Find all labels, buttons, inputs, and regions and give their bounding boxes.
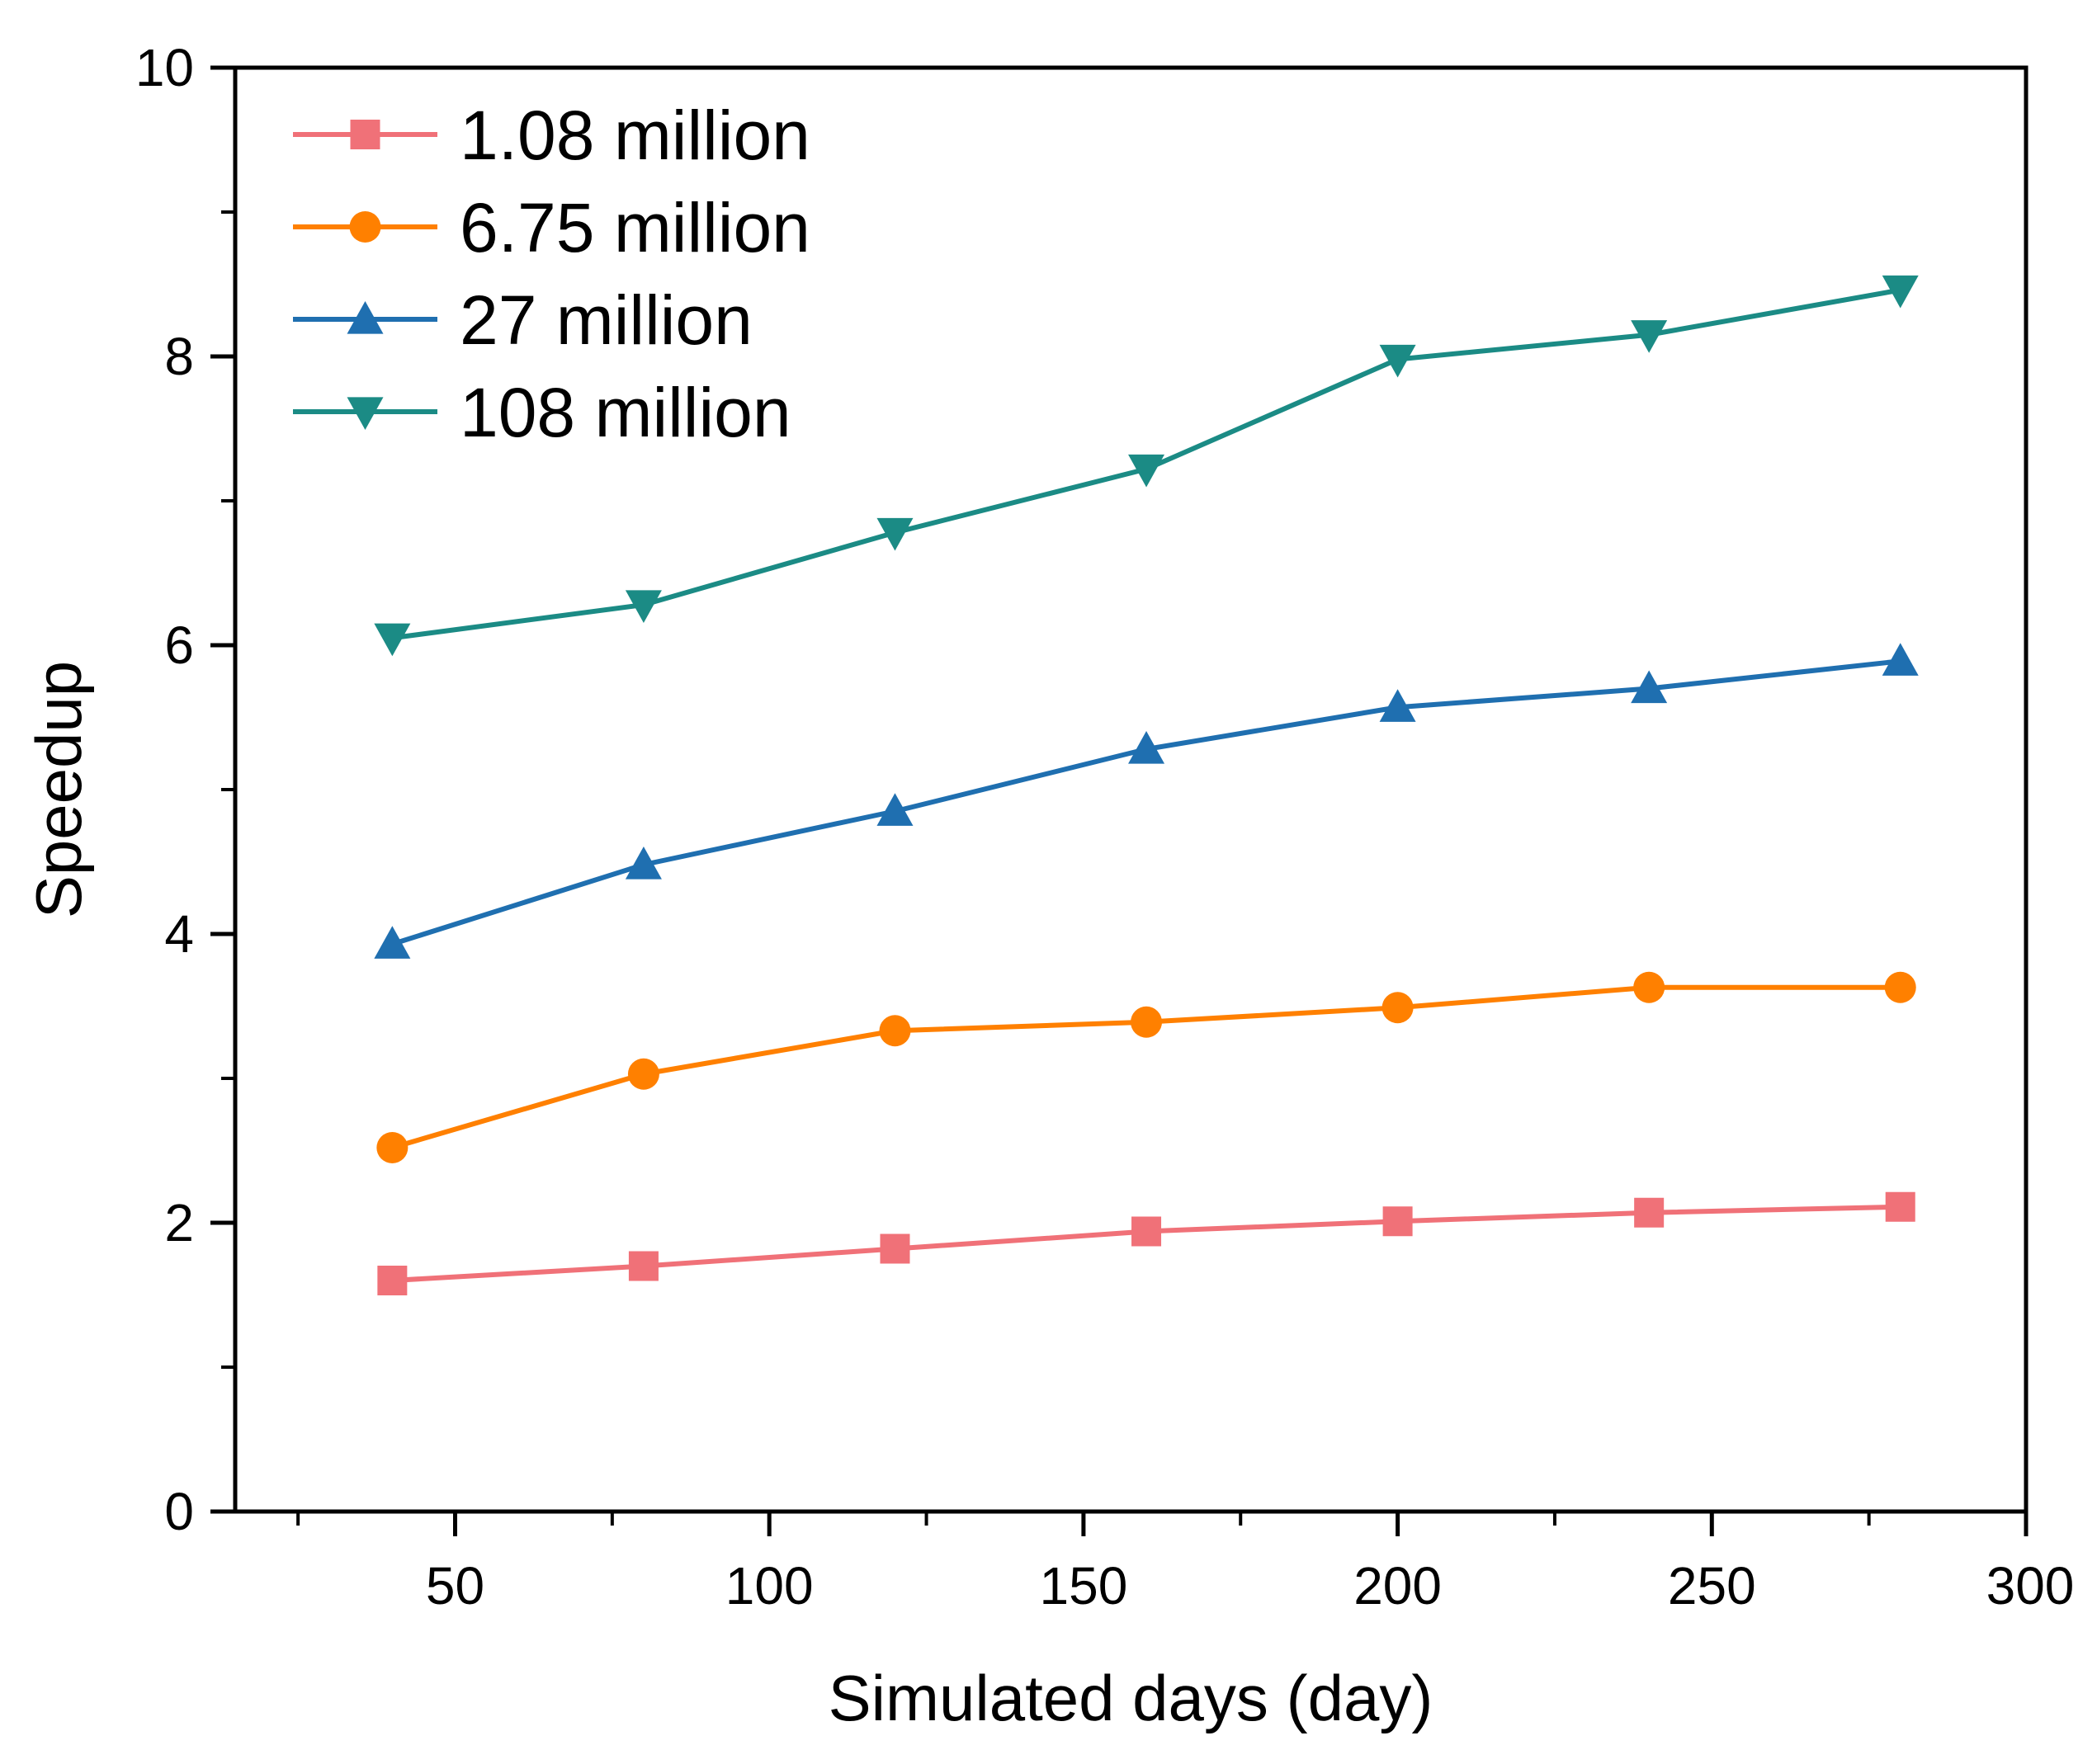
x-tick-label: 50 (426, 1556, 484, 1615)
data-point-6-75-million (1884, 971, 1916, 1003)
series-line-27-million (391, 658, 1901, 947)
data-point-27-million (1128, 731, 1165, 764)
x-tick-label: 250 (1668, 1556, 1756, 1615)
y-tick-label: 8 (164, 327, 194, 386)
data-point-6-75-million (627, 1058, 659, 1090)
series-6-75-million (376, 971, 1916, 1163)
legend-swatch-marker (347, 397, 384, 430)
legend: 1.08 million 6.75 million 27 million 108 mi… (293, 97, 810, 451)
legend-item-108-million: 108 million (293, 374, 791, 451)
data-point-27-million (876, 793, 914, 826)
y-axis-ticks: 0 2 4 6 8 10 (135, 38, 235, 1541)
legend-item-27-million: 27 million (293, 281, 753, 359)
data-point-1-08-million (1634, 1197, 1665, 1228)
series-108-million (374, 275, 1919, 657)
data-point-108-million (374, 623, 411, 657)
data-point-108-million (1631, 320, 1668, 353)
data-point-1-08-million (1885, 1191, 1915, 1222)
legend-item-6-75-million: 6.75 million (293, 189, 810, 266)
y-tick-label: 4 (164, 904, 194, 964)
data-point-27-million (625, 847, 662, 880)
x-axis-title: Simulated days (day) (829, 1662, 1433, 1734)
data-point-6-75-million (879, 1015, 911, 1047)
series-27-million (374, 643, 1919, 959)
data-point-108-million (1128, 454, 1165, 488)
x-tick-label: 200 (1353, 1556, 1442, 1615)
data-point-1-08-million (1131, 1216, 1162, 1247)
x-tick-label: 150 (1040, 1556, 1128, 1615)
y-axis-title: Speedup (22, 661, 95, 918)
data-point-27-million (1882, 643, 1919, 676)
data-point-6-75-million (1381, 992, 1414, 1024)
y-tick-label: 6 (164, 616, 194, 675)
data-point-1-08-million (1382, 1206, 1413, 1237)
legend-swatch-marker (349, 211, 381, 243)
data-point-108-million (1379, 344, 1416, 378)
data-point-108-million (876, 517, 914, 551)
series-1-08-million (377, 1191, 1915, 1295)
legend-label: 6.75 million (460, 189, 810, 266)
x-tick-label: 100 (725, 1556, 814, 1615)
legend-label: 1.08 million (460, 97, 810, 174)
legend-label: 108 million (460, 374, 791, 451)
series-layer (374, 275, 1919, 1295)
data-point-27-million (1631, 670, 1668, 704)
data-point-1-08-million (377, 1266, 408, 1295)
y-tick-label: 2 (164, 1193, 194, 1252)
legend-swatch-marker (350, 120, 380, 149)
data-point-1-08-million (628, 1251, 659, 1281)
x-axis-ticks: 50 100 150 200 250 300 (296, 1512, 2075, 1615)
data-point-108-million (1882, 275, 1919, 309)
data-point-27-million (374, 926, 411, 959)
data-point-6-75-million (1131, 1006, 1163, 1038)
y-tick-label: 10 (135, 38, 194, 97)
data-point-1-08-million (880, 1233, 910, 1264)
x-tick-label: 300 (1986, 1556, 2075, 1615)
legend-label: 27 million (460, 281, 753, 359)
y-tick-label: 0 (164, 1482, 194, 1541)
legend-item-1-08-million: 1.08 million (293, 97, 810, 174)
data-point-6-75-million (376, 1132, 409, 1163)
data-point-108-million (625, 590, 662, 623)
data-point-27-million (1379, 689, 1416, 722)
data-point-6-75-million (1633, 971, 1665, 1003)
legend-swatch-marker (347, 301, 384, 334)
